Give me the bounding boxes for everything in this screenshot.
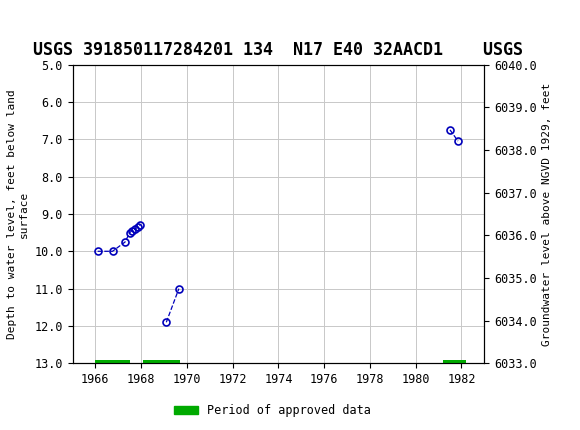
Legend: Period of approved data: Period of approved data	[169, 399, 376, 422]
Y-axis label: Depth to water level, feet below land
surface: Depth to water level, feet below land su…	[7, 89, 29, 339]
Title: USGS 391850117284201 134  N17 E40 32AACD1    USGS: USGS 391850117284201 134 N17 E40 32AACD1…	[34, 41, 523, 59]
Bar	[95, 360, 130, 367]
Text: ▒USGS: ▒USGS	[14, 10, 78, 35]
Y-axis label: Groundwater level above NGVD 1929, feet: Groundwater level above NGVD 1929, feet	[542, 82, 552, 346]
Bar	[143, 360, 180, 367]
Bar	[443, 360, 466, 367]
